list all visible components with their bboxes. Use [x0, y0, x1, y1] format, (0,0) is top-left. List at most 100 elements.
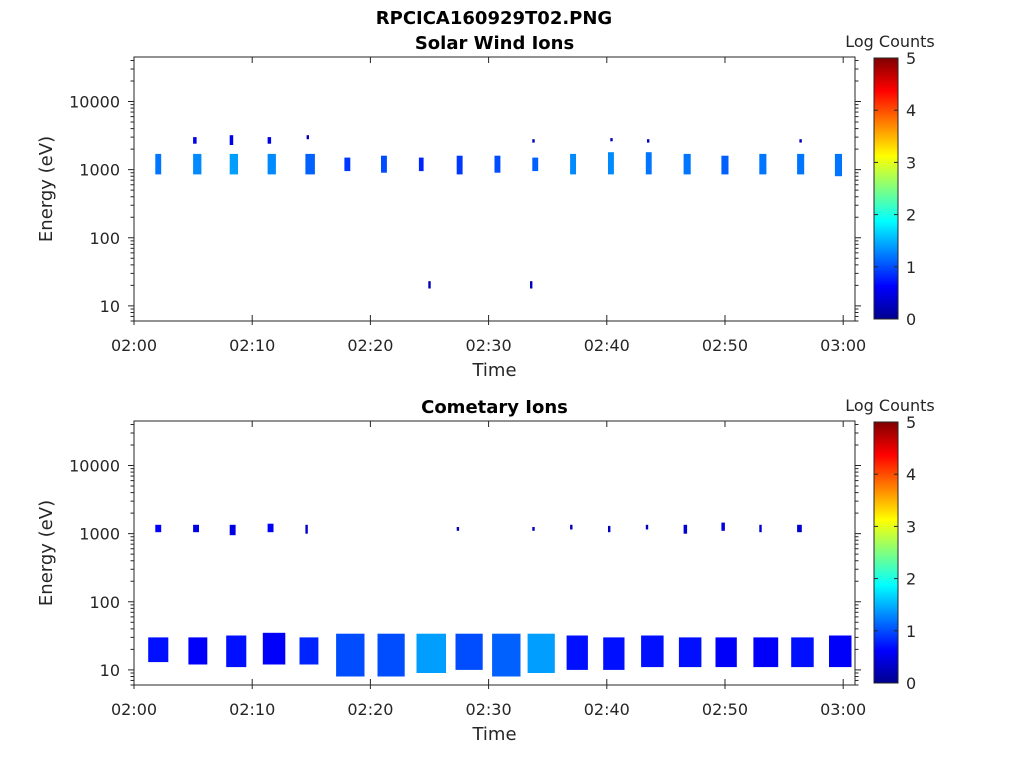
data-cell — [492, 633, 521, 677]
x-tick-label: 02:30 — [466, 336, 512, 355]
data-cell — [721, 522, 725, 531]
data-cell — [418, 157, 424, 172]
data-cell — [645, 524, 649, 530]
data-cell — [683, 153, 691, 175]
panel-solar-wind-ions: 02:00 02:10 02:20 02:30 02:40 02:50 03:0010100… — [36, 32, 935, 381]
x-tick-label: 02:00 — [111, 700, 157, 719]
colorbar-tick-label: 2 — [906, 206, 916, 225]
data-cell — [229, 135, 234, 145]
data-cell — [570, 524, 573, 530]
data-cell — [193, 524, 199, 533]
y-tick-label: 10000 — [69, 457, 120, 476]
data-cell — [299, 637, 319, 665]
x-tick-label: 02:00 — [111, 336, 157, 355]
y-tick-label: 100 — [89, 229, 120, 248]
data-cell — [428, 281, 431, 289]
data-cell — [645, 152, 652, 175]
y-tick-label: 1000 — [79, 161, 120, 180]
y-tick-label: 10000 — [69, 93, 120, 112]
x-tick-label: 03:00 — [820, 700, 866, 719]
x-tick-label: 02:10 — [229, 700, 275, 719]
data-cell — [566, 635, 588, 670]
data-cell — [148, 637, 169, 663]
x-axis-label: Time — [471, 724, 516, 745]
data-cell — [416, 633, 446, 673]
data-cell — [267, 137, 272, 144]
colorbar-tick-label: 1 — [906, 622, 916, 641]
colorbar-tick-label: 5 — [906, 49, 916, 68]
data-cell — [641, 635, 664, 668]
colorbar-label: Log Counts — [845, 396, 935, 415]
x-tick-label: 02:40 — [584, 336, 630, 355]
x-tick-label: 02:10 — [229, 336, 275, 355]
data-cell — [306, 135, 309, 140]
data-cell — [608, 152, 614, 175]
x-tick-label: 02:20 — [347, 700, 393, 719]
data-cell — [494, 155, 501, 173]
y-axis-label: Energy (eV) — [36, 500, 57, 606]
y-axis-label: Energy (eV) — [36, 136, 57, 242]
data-cell — [797, 524, 802, 533]
data-cell — [193, 153, 202, 175]
data-cell — [797, 153, 805, 175]
x-tick-label: 02:40 — [584, 700, 630, 719]
data-cell — [608, 525, 611, 533]
x-tick-label: 02:50 — [702, 700, 748, 719]
data-cell — [834, 153, 842, 177]
plot-area — [133, 56, 856, 322]
data-cell — [759, 153, 767, 175]
colorbar-label: Log Counts — [845, 32, 935, 51]
data-cell — [229, 524, 236, 536]
data-cell — [715, 637, 737, 668]
data-cell — [456, 527, 460, 531]
data-cell — [229, 153, 238, 175]
x-tick-label: 03:00 — [820, 336, 866, 355]
data-cell — [799, 139, 802, 143]
data-cell — [610, 138, 613, 142]
y-tick-label: 10 — [100, 661, 120, 680]
colorbar — [873, 57, 899, 320]
data-cell — [721, 155, 729, 175]
y-tick-label: 100 — [89, 593, 120, 612]
y-tick-label: 10 — [100, 297, 120, 316]
panel-cometary-ions: 02:00 02:10 02:20 02:30 02:40 02:50 03:0010100… — [36, 396, 935, 745]
data-cell — [603, 637, 625, 670]
data-cell — [155, 153, 162, 175]
colorbar-tick-label: 3 — [906, 517, 916, 536]
data-cell — [683, 524, 688, 534]
data-cell — [532, 527, 535, 531]
data-cell — [377, 633, 405, 677]
data-cell — [829, 635, 852, 668]
data-cell — [188, 637, 208, 665]
panel-title: Cometary Ions — [421, 397, 568, 418]
data-cell — [456, 155, 463, 175]
y-tick-label: 1000 — [79, 525, 120, 544]
x-tick-label: 02:50 — [702, 336, 748, 355]
colorbar — [873, 421, 899, 684]
panel-title: Solar Wind Ions — [415, 33, 574, 54]
data-cell — [532, 157, 539, 172]
data-cell — [344, 157, 351, 172]
data-cell — [267, 153, 276, 175]
data-cell — [262, 632, 286, 665]
data-cell — [193, 137, 197, 144]
data-cell — [527, 633, 555, 673]
data-cell — [226, 635, 247, 668]
data-cell — [570, 153, 576, 175]
data-cell — [532, 139, 535, 143]
colorbar-tick-label: 3 — [906, 153, 916, 172]
data-cell — [647, 139, 650, 143]
colorbar-tick-label: 0 — [906, 674, 916, 693]
figure-title: RPCICA160929T02.PNG — [376, 8, 612, 29]
colorbar-tick-label: 5 — [906, 413, 916, 432]
data-cell — [267, 523, 274, 533]
x-tick-label: 02:30 — [466, 700, 512, 719]
data-cell — [155, 524, 162, 533]
data-cell — [381, 155, 387, 173]
data-cell — [530, 281, 533, 289]
colorbar-tick-label: 0 — [906, 310, 916, 329]
data-cell — [791, 637, 814, 668]
colorbar-tick-label: 4 — [906, 101, 916, 120]
colorbar-tick-label: 2 — [906, 570, 916, 589]
